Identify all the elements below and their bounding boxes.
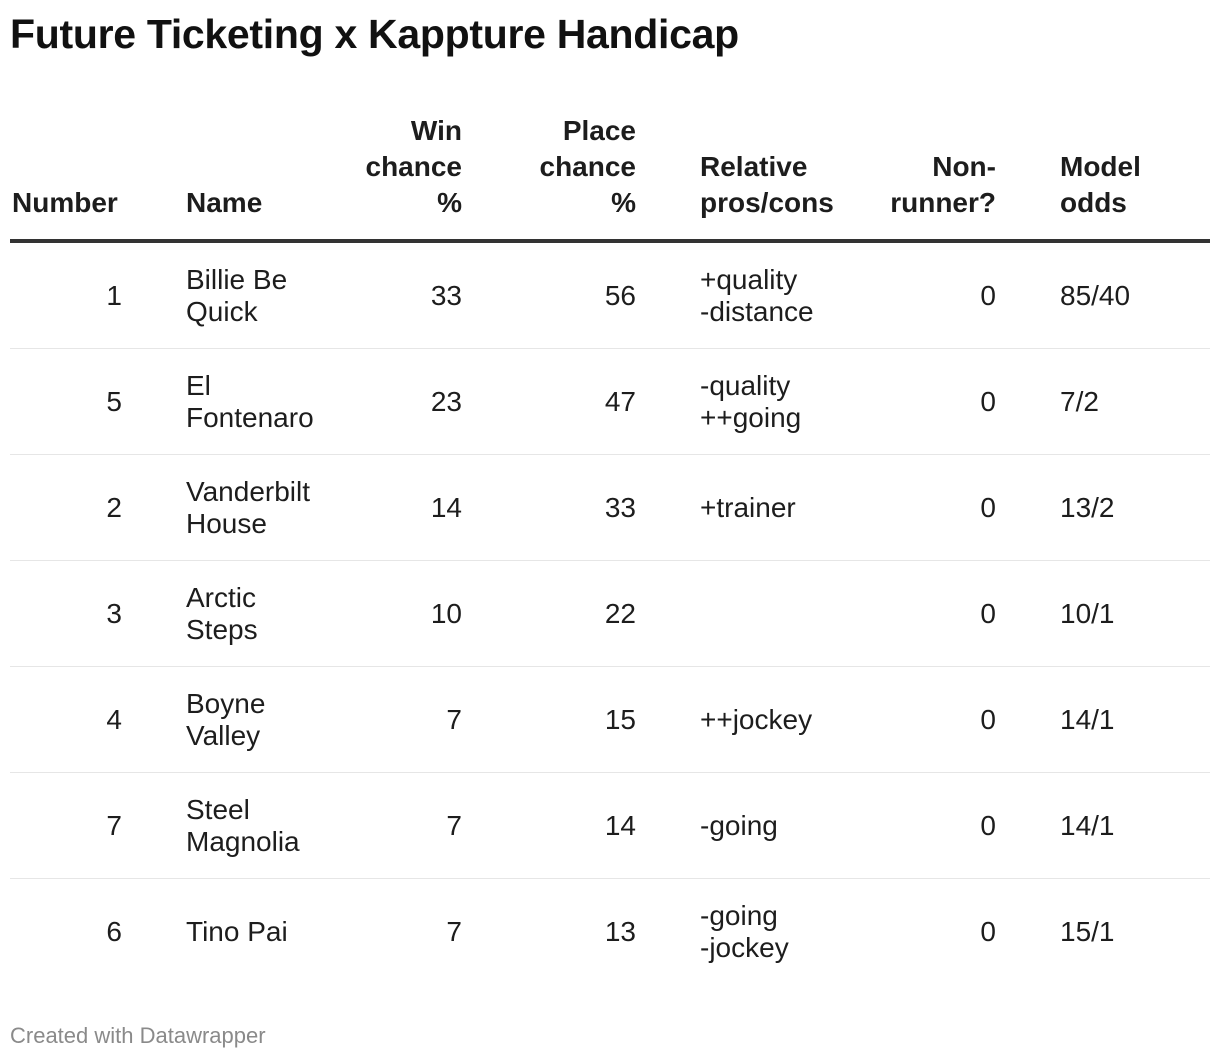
- cell-place-chance: 13: [604, 915, 636, 947]
- cell-model-odds: 7/2: [1014, 348, 1210, 455]
- cell-non-runner: 0: [880, 348, 1014, 455]
- cell-non-runner: 0: [880, 241, 1014, 349]
- cell-non-runner: 0: [880, 454, 1014, 561]
- footer-credit: Created with Datawrapper: [10, 1023, 266, 1048]
- cell-non-runner: 0: [880, 666, 1014, 773]
- cell-pros-cons: -going: [660, 772, 880, 879]
- cell-number: 3: [10, 560, 186, 667]
- cell-name: Vanderbilt House: [186, 454, 343, 561]
- cell-win-chance: 23: [343, 348, 486, 455]
- table-body: 1 Billie Be Quick 33 56 +quality -distance 0 8…: [10, 241, 1210, 984]
- cell-number: 4: [10, 666, 186, 773]
- cell-number: 2: [10, 454, 186, 561]
- cell-model-odds: 10/1: [1014, 560, 1210, 667]
- cell-pros-cons: +quality -distance: [660, 241, 880, 349]
- table-row: 7 Steel Magnolia 7 14 -going 0 14/1: [10, 772, 1210, 879]
- cell-place-chance: 14: [486, 772, 660, 879]
- cell-number: 6: [106, 915, 122, 947]
- table-row: 6 Tino Pai 7 13 -going -jockey 0 15/1: [10, 879, 1210, 985]
- cell-win-chance: 14: [343, 454, 486, 561]
- column-header-pros-cons[interactable]: Relative pros/cons: [660, 113, 880, 243]
- cell-place-chance: 15: [486, 666, 660, 773]
- cell-place-chance: 47: [486, 348, 660, 455]
- cell-non-runner: 0: [880, 560, 1014, 667]
- column-header-place-chance[interactable]: Place chance %: [486, 113, 660, 243]
- cell-pros-cons: ++jockey: [660, 666, 880, 773]
- cell-pros-cons: -quality ++going: [660, 348, 880, 455]
- cell-name: Tino Pai: [186, 915, 288, 947]
- header-row: Number Name Win chance % Place chance % …: [10, 113, 1210, 243]
- column-header-name[interactable]: Name: [186, 113, 343, 243]
- cell-number: 5: [10, 348, 186, 455]
- cell-model-odds: 14/1: [1014, 772, 1210, 879]
- cell-pros-cons: -going -jockey: [700, 899, 789, 963]
- cell-model-odds: 85/40: [1014, 241, 1210, 349]
- cell-model-odds: 15/1: [1060, 915, 1115, 947]
- cell-name: Arctic Steps: [186, 560, 343, 667]
- cell-name: Steel Magnolia: [186, 772, 343, 879]
- cell-number: 1: [10, 241, 186, 349]
- cell-place-chance: 22: [486, 560, 660, 667]
- cell-win-chance: 7: [343, 772, 486, 879]
- cell-name: Boyne Valley: [186, 666, 343, 773]
- chart-title: Future Ticketing x Kappture Handicap: [10, 11, 739, 57]
- cell-non-runner: 0: [980, 915, 996, 947]
- column-header-win-chance[interactable]: Win chance %: [343, 113, 486, 243]
- cell-place-chance: 56: [486, 241, 660, 349]
- cell-model-odds: 14/1: [1014, 666, 1210, 773]
- table-row: 5 El Fontenaro 23 47 -quality ++going 0 7/2: [10, 348, 1210, 455]
- table-row: 1 Billie Be Quick 33 56 +quality -distance 0 8…: [10, 241, 1210, 349]
- cell-name: El Fontenaro: [186, 348, 343, 455]
- odds-table: Number Name Win chance % Place chance % …: [10, 113, 1210, 984]
- cell-win-chance: 33: [343, 241, 486, 349]
- table-row: 4 Boyne Valley 7 15 ++jockey 0 14/1: [10, 666, 1210, 773]
- cell-place-chance: 33: [486, 454, 660, 561]
- cell-win-chance: 10: [343, 560, 486, 667]
- column-header-model-odds[interactable]: Model odds: [1014, 113, 1210, 243]
- cell-win-chance: 7: [343, 666, 486, 773]
- column-header-non-runner[interactable]: Non- runner?: [880, 113, 1014, 243]
- cell-non-runner: 0: [880, 772, 1014, 879]
- table-row: 2 Vanderbilt House 14 33 +trainer 0 13/2: [10, 454, 1210, 561]
- cell-pros-cons: [660, 560, 880, 667]
- cell-win-chance: 7: [446, 915, 462, 947]
- cell-number: 7: [10, 772, 186, 879]
- cell-model-odds: 13/2: [1014, 454, 1210, 561]
- table-row: 3 Arctic Steps 10 22 0 10/1: [10, 560, 1210, 667]
- column-header-number[interactable]: Number: [10, 113, 186, 243]
- cell-pros-cons: +trainer: [660, 454, 880, 561]
- cell-name: Billie Be Quick: [186, 241, 343, 349]
